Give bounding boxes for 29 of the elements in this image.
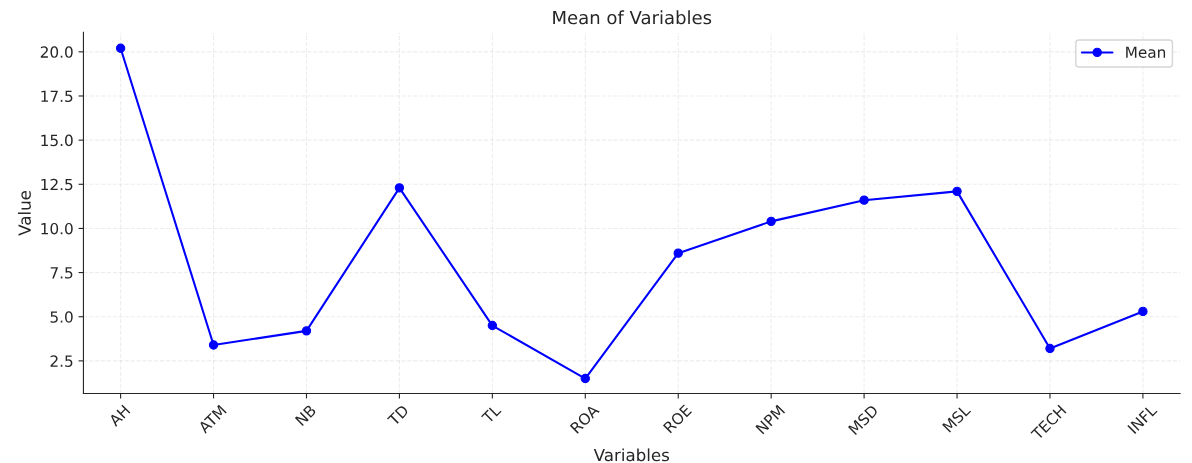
point (952, 186, 962, 197)
point (673, 248, 683, 258)
point (394, 183, 405, 193)
point (208, 340, 219, 350)
y-tick-label: 20.0 (40, 46, 73, 58)
point (487, 320, 498, 331)
x-axis-title: Variables (593, 448, 670, 462)
x-tick-label: TL (481, 403, 502, 425)
point (859, 195, 869, 205)
legend-label: Mean (1126, 46, 1166, 58)
point (301, 326, 312, 336)
y-tick-label: 10.0 (41, 222, 73, 235)
x-tick-label: AH (108, 404, 131, 427)
point (580, 373, 590, 384)
y-tick-label: 17.5 (41, 90, 73, 103)
y-axis-title: Value (18, 190, 31, 236)
y-tick-label: 7.5 (50, 267, 73, 279)
x-tick-label: MSL (941, 403, 972, 433)
x-tick-label: TD (387, 404, 410, 427)
y-tick-label: 12.5 (41, 178, 73, 191)
y-tick-label: 5.0 (50, 311, 73, 323)
point (766, 216, 776, 227)
point (1045, 343, 1055, 354)
chart-title: Mean of Variables (553, 10, 712, 25)
point (115, 43, 126, 53)
y-tick-label: 2.5 (50, 355, 73, 367)
point (1138, 306, 1148, 317)
x-tick-label: NB (294, 404, 317, 426)
y-tick-label: 15.0 (41, 134, 73, 147)
